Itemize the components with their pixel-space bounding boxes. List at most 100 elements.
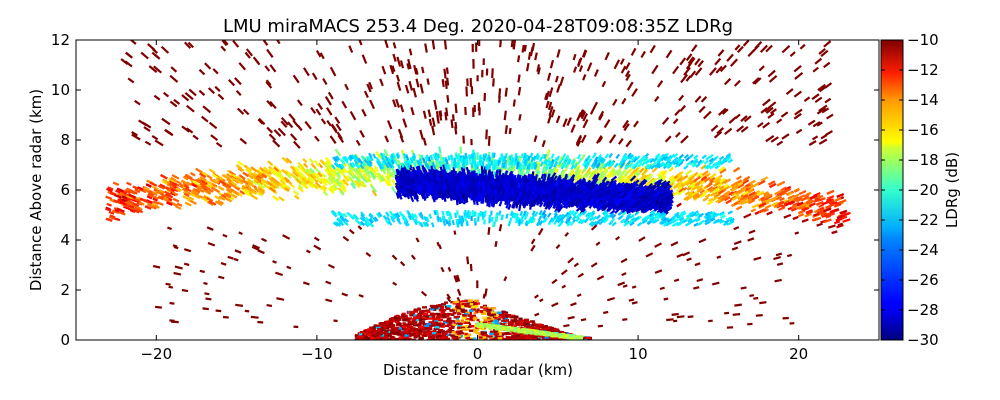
data-marks	[105, 40, 851, 340]
ldr-sample	[763, 208, 769, 213]
ldr-sample	[384, 179, 390, 187]
ldr-sample	[480, 165, 484, 174]
ldr-sample	[455, 162, 459, 169]
ldr-sample	[105, 207, 112, 212]
ldr-sample	[833, 220, 841, 225]
ldr-sample	[437, 162, 441, 169]
ldr-sample	[843, 212, 850, 217]
ldr-sample	[776, 181, 784, 187]
ldr-sample	[189, 199, 197, 205]
ldr-sample	[339, 190, 345, 196]
ldr-sample	[383, 149, 389, 157]
ldr-sample	[144, 205, 152, 210]
ldr-sample	[779, 197, 785, 202]
ldr-sample	[711, 196, 719, 202]
ldr-sample	[252, 176, 259, 183]
ldr-sample	[678, 176, 686, 183]
ldr-sample	[617, 176, 624, 183]
ldr-sample	[332, 183, 339, 191]
ldr-sample	[826, 197, 832, 202]
ldr-sample	[712, 175, 721, 182]
ldr-sample	[182, 187, 189, 193]
ldr-sample	[371, 189, 378, 197]
ldr-sample	[766, 210, 773, 216]
ldr-sample	[195, 184, 203, 190]
ldr-sample	[800, 205, 808, 211]
ldr-sample	[285, 157, 293, 164]
ldr-sample	[171, 174, 180, 180]
ldr-sample	[545, 172, 550, 179]
ldr-sample	[237, 160, 244, 167]
ldr-sample	[692, 192, 700, 198]
ldr-sample	[354, 179, 361, 188]
ldr-sample	[618, 174, 624, 181]
ldr-sample	[279, 177, 286, 183]
ldr-sample	[801, 195, 810, 201]
ldr-sample	[341, 183, 347, 190]
ldr-sample	[581, 153, 586, 160]
ldr-sample	[805, 198, 813, 204]
ldr-sample	[134, 188, 141, 194]
ldr-sample	[701, 170, 709, 177]
ldr-sample	[315, 181, 322, 189]
ldr-sample	[268, 185, 277, 192]
ldr-sample	[251, 179, 258, 186]
ldr-sample	[359, 181, 366, 188]
ldr-sample	[263, 166, 270, 173]
ldr-sample	[212, 187, 221, 194]
ldr-sample	[827, 224, 836, 229]
ldr-sample	[343, 175, 350, 183]
ldr-sample	[356, 180, 362, 187]
ldr-sample	[257, 185, 266, 192]
ldr-sample	[324, 161, 332, 169]
ldr-sample	[310, 163, 317, 170]
ldr-sample	[737, 195, 743, 200]
ldr-sample	[783, 213, 792, 219]
ldr-sample	[201, 171, 208, 177]
ldr-sample	[199, 182, 207, 188]
ldr-sample	[321, 172, 327, 179]
ldr-sample	[201, 197, 209, 203]
ldr-sample	[170, 191, 177, 197]
ldr-sample	[386, 172, 392, 179]
ldr-sample	[314, 183, 320, 189]
ldr-sample	[162, 178, 171, 184]
ldr-sample	[804, 212, 812, 218]
ldr-sample	[646, 173, 653, 180]
ldr-sample	[644, 173, 652, 180]
ldr-sample	[358, 166, 365, 173]
ldr-sample	[540, 173, 545, 180]
ldr-sample	[508, 165, 512, 171]
ldr-sample	[327, 187, 335, 195]
ldr-sample	[126, 181, 132, 186]
ldr-sample	[577, 157, 583, 165]
ldr-sample	[500, 166, 504, 173]
ldr-sample	[736, 175, 742, 181]
ldr-sample	[297, 186, 304, 193]
ldr-sample	[829, 200, 836, 205]
ldr-sample	[380, 173, 387, 182]
ldr-sample	[493, 171, 497, 178]
ldr-sample	[699, 189, 706, 194]
ldr-sample	[657, 174, 663, 180]
ldr-sample	[151, 185, 159, 191]
ldr-sample	[285, 169, 293, 177]
ldr-sample	[839, 209, 848, 215]
ldr-sample	[272, 195, 280, 202]
ldr-sample	[159, 183, 165, 188]
ldr-sample	[678, 187, 685, 193]
ldr-sample	[696, 187, 704, 193]
ldr-sample	[362, 172, 368, 179]
ldr-sample	[727, 191, 734, 196]
ldr-sample	[306, 177, 315, 185]
ldr-sample	[152, 197, 158, 202]
ldr-sample	[281, 156, 289, 164]
ldr-sample	[373, 165, 379, 172]
ldr-sample	[725, 199, 732, 205]
ldr-sample	[276, 170, 284, 178]
ldr-sample	[828, 203, 835, 208]
ldr-sample	[836, 224, 844, 229]
ldr-sample	[358, 167, 364, 174]
ldr-sample	[335, 168, 342, 175]
ldr-sample	[182, 182, 189, 187]
